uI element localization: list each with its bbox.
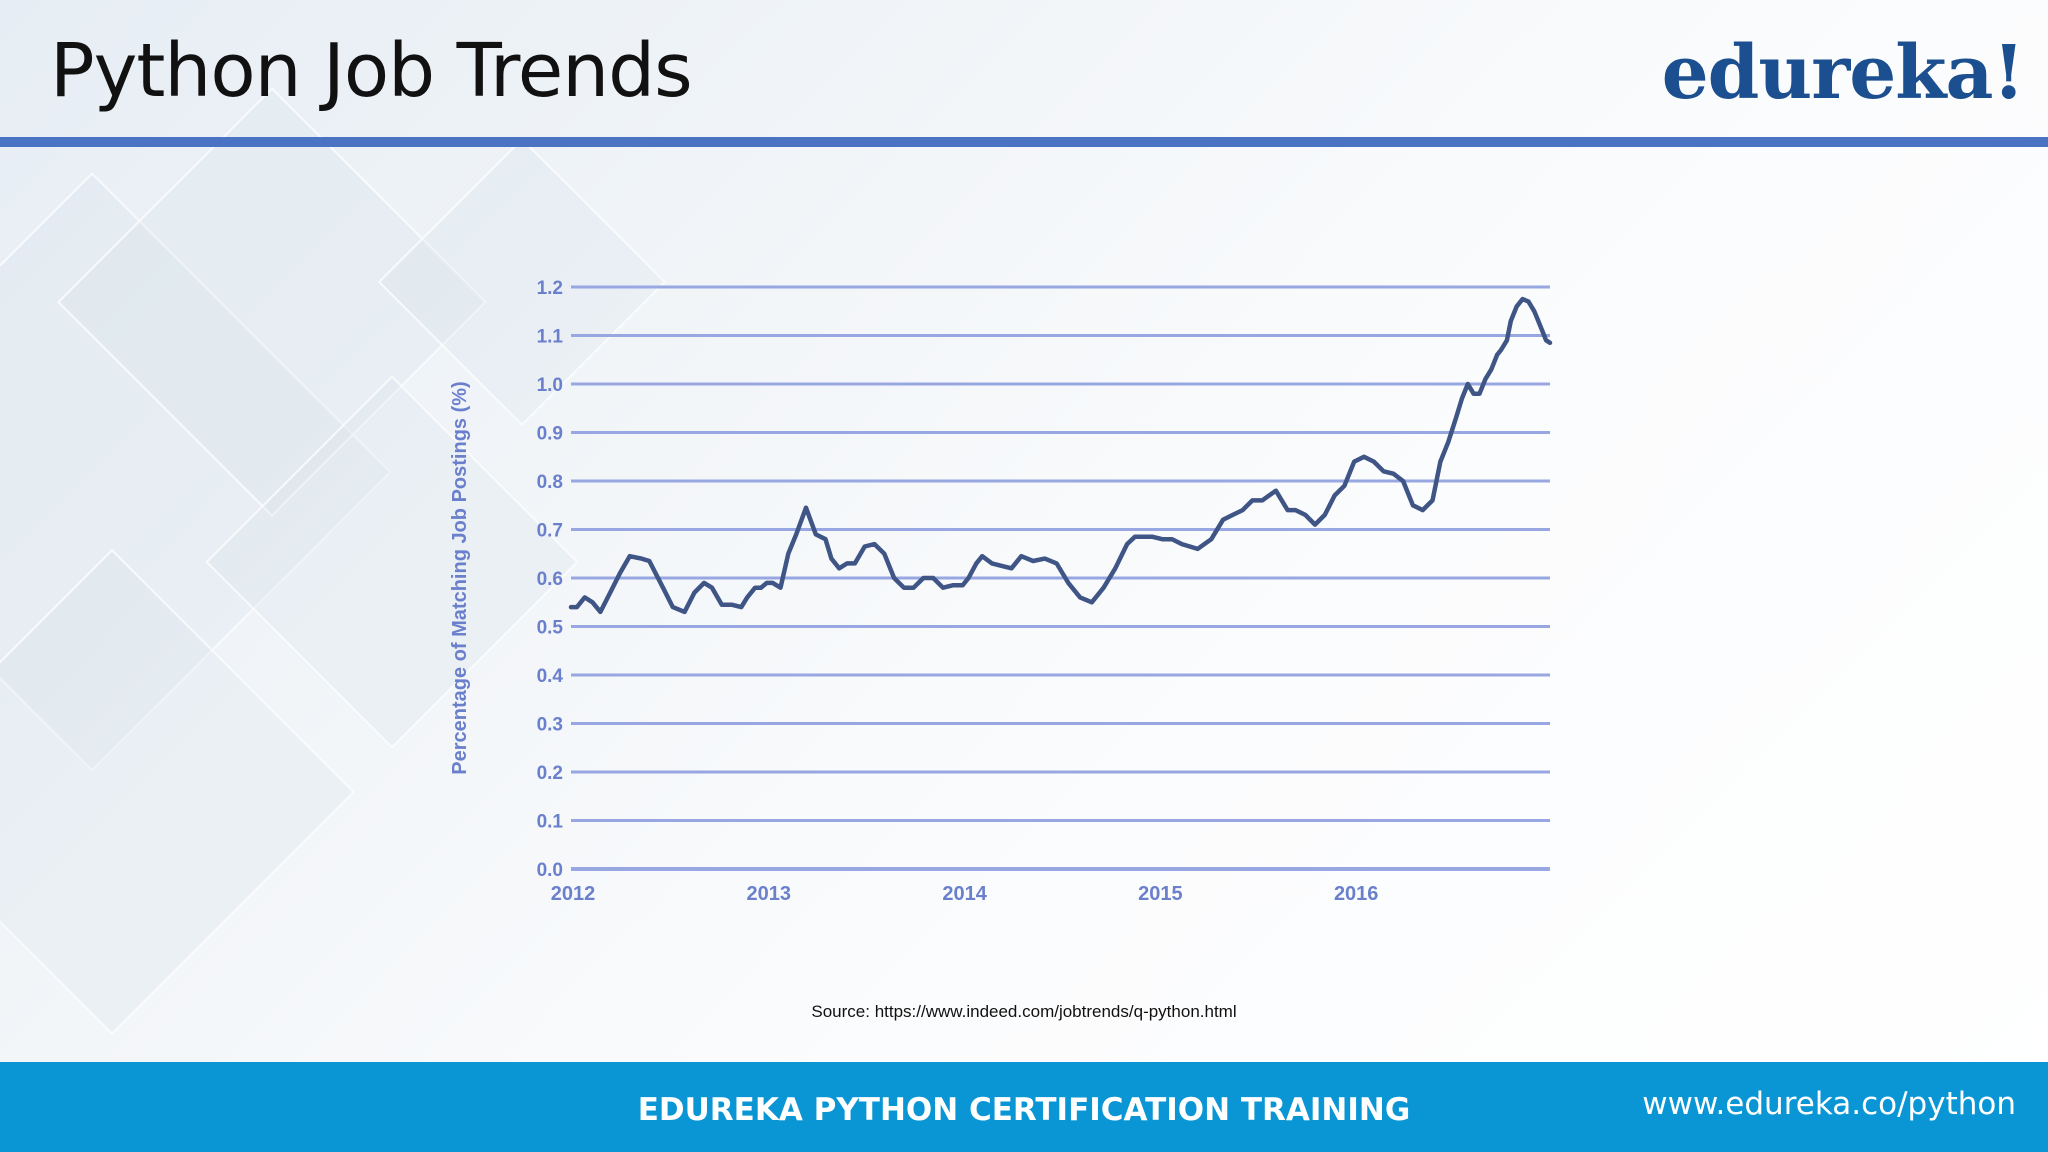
x-tick-label: 2014: [942, 883, 987, 905]
footer-course-title: EDUREKA PYTHON CERTIFICATION TRAINING: [637, 1092, 1411, 1128]
y-tick-label: 0.7: [537, 521, 563, 542]
x-tick-label: 2016: [1334, 883, 1379, 905]
title-divider: [0, 137, 2048, 147]
job-trends-chart: 0.0 0.1 0.2 0.3 0.4 0.5 0.6 0.7 0.8 0.9 1.0 1.1 1.2 2…: [449, 278, 1553, 905]
y-tick-label: 0.2: [537, 763, 563, 784]
x-tick-label: 2012: [551, 883, 596, 905]
slide-title: Python Job Trends: [50, 28, 693, 114]
y-tick-label: 0.3: [537, 715, 563, 736]
y-axis-label: Percentage of Matching Job Postings (%): [449, 381, 471, 774]
y-tick-label: 0.9: [537, 424, 563, 445]
y-tick-label: 1.1: [537, 327, 564, 348]
x-tick-label: 2015: [1138, 883, 1183, 905]
y-tick-label: 0.4: [537, 666, 564, 687]
source-citation: Source: https://www.indeed.com/jobtrends…: [811, 1002, 1237, 1021]
y-tick-label: 1.0: [537, 375, 563, 396]
y-tick-label: 0.1: [537, 812, 564, 833]
y-tick-label: 0.8: [537, 472, 563, 493]
y-tick-label: 0.5: [537, 618, 564, 639]
series-line: [568, 296, 1553, 615]
footer-bar: EDUREKA PYTHON CERTIFICATION TRAINING ww…: [0, 1062, 2048, 1152]
x-tick-label: 2013: [747, 883, 792, 905]
y-tick-label: 1.2: [537, 278, 563, 299]
y-tick-label: 0.0: [537, 860, 563, 881]
edureka-logo: edureka!: [1661, 30, 2025, 116]
y-tick-label: 0.6: [537, 569, 563, 590]
footer-website-url: www.edureka.co/python: [1642, 1086, 2016, 1122]
